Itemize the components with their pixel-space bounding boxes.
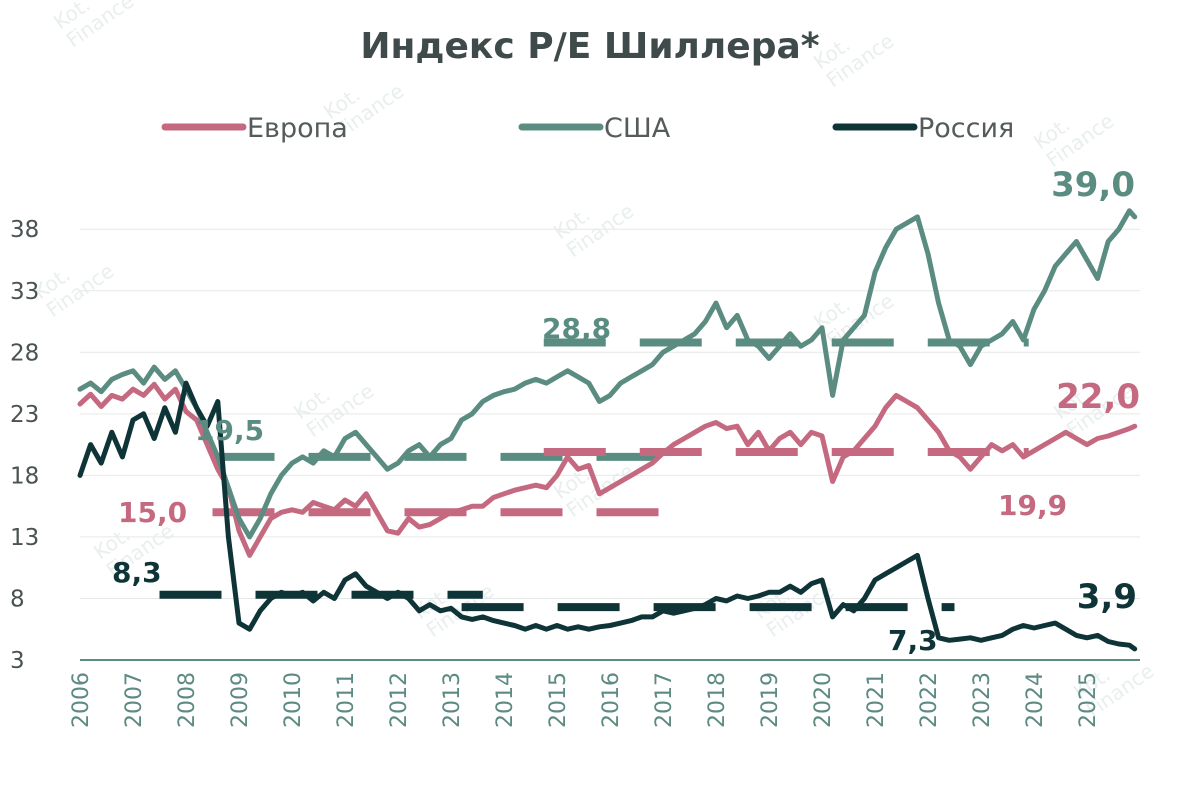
x-tick-label: 2012 <box>387 672 412 728</box>
y-tick-label: 33 <box>10 279 39 305</box>
x-tick-label: 2018 <box>705 672 730 728</box>
legend-label: Россия <box>918 113 1014 144</box>
x-tick-label: 2017 <box>652 672 677 728</box>
x-tick-label: 2016 <box>599 672 624 728</box>
x-tick-label: 2023 <box>970 672 995 728</box>
watermark: Kot.Finance <box>809 29 898 93</box>
x-tick-label: 2013 <box>440 672 465 728</box>
chart-title: Индекс P/E Шиллера* <box>360 26 819 67</box>
x-tick-label: 2011 <box>334 672 359 728</box>
reference-label-сша: 19,5 <box>195 414 264 447</box>
y-tick-label: 38 <box>10 217 39 243</box>
x-tick-label: 2021 <box>864 672 889 728</box>
watermark: Kot.Finance <box>409 579 498 643</box>
end-label-европа: 22,0 <box>1056 377 1140 417</box>
end-label-сша: 39,0 <box>1051 165 1135 205</box>
y-tick-label: 3 <box>10 648 25 674</box>
series-line-сша <box>77 208 1138 540</box>
watermark: Kot.Finance <box>1029 109 1118 173</box>
x-tick-label: 2022 <box>917 672 942 728</box>
watermark: Kot.Finance <box>29 259 118 323</box>
x-tick-label: 2014 <box>493 672 518 728</box>
series-layer <box>77 208 1138 652</box>
legend-item-россия: Россия <box>832 113 1014 144</box>
end-label-россия: 3,9 <box>1077 577 1137 617</box>
reference-label-сша: 28,8 <box>542 312 611 345</box>
x-tick-label: 2009 <box>228 672 253 728</box>
y-axis-ticks: 38 33 28 23 18 13 8 3 <box>10 217 39 674</box>
legend-item-сша: США <box>518 113 671 144</box>
legend-item-европа: Европа <box>161 113 348 144</box>
watermark: Kot.Finance <box>289 379 378 443</box>
x-tick-label: 2024 <box>1023 672 1048 728</box>
x-tick-label: 2015 <box>546 672 571 728</box>
x-tick-label: 2020 <box>811 672 836 728</box>
y-tick-label: 28 <box>10 340 39 366</box>
reference-label-россия: 8,3 <box>112 556 162 589</box>
reference-label-россия: 7,3 <box>888 624 938 657</box>
x-tick-label: 2006 <box>69 672 94 728</box>
reference-label-европа: 19,9 <box>998 489 1067 522</box>
legend-label: США <box>604 113 671 144</box>
watermark-layer: Kot.Finance Kot.Finance Kot.Finance Kot.Fin… <box>29 0 1158 722</box>
watermark: Kot.Finance <box>549 199 638 263</box>
reference-label-европа: 15,0 <box>118 496 187 529</box>
x-tick-label: 2010 <box>281 672 306 728</box>
y-tick-label: 18 <box>10 463 39 489</box>
x-tick-label: 2019 <box>758 672 783 728</box>
x-axis-ticks: 2006 2007 2008 2009 2010 2011 2012 2013 2014 2015… <box>69 672 1101 728</box>
y-tick-label: 8 <box>10 586 25 612</box>
legend-label: Европа <box>247 113 348 144</box>
legend: Европа США Россия <box>161 113 1014 144</box>
x-tick-label: 2008 <box>175 672 200 728</box>
y-tick-label: 13 <box>10 525 39 551</box>
watermark: Kot.Finance <box>749 579 838 643</box>
series-line-россия <box>77 380 1138 652</box>
grid-lines <box>80 228 1140 661</box>
y-tick-label: 23 <box>10 402 39 428</box>
watermark: Kot.Finance <box>49 0 138 52</box>
series-line-европа <box>77 381 1138 558</box>
x-tick-label: 2025 <box>1076 672 1101 728</box>
annotations: 19,5 28,8 15,0 19,9 8,3 7,3 39,0 22,0 3,9 <box>112 165 1140 657</box>
x-tick-label: 2007 <box>122 672 147 728</box>
